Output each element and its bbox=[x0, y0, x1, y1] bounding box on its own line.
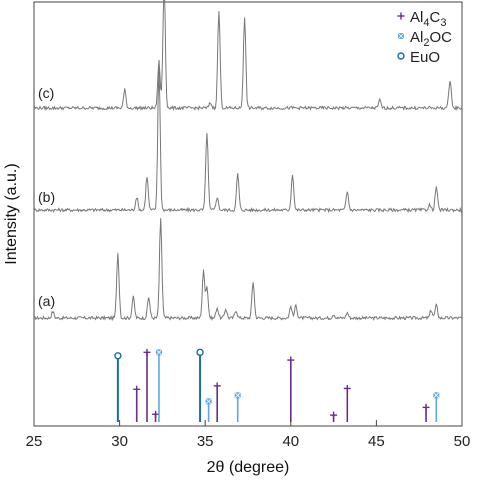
legend-label-al4c3: Al4C3 bbox=[410, 9, 446, 29]
reference-marker-euo bbox=[196, 348, 204, 357]
reference-marker-al2oc bbox=[204, 397, 213, 406]
reference-marker-al2oc bbox=[432, 391, 441, 400]
reference-marker-al4c3 bbox=[143, 348, 151, 356]
reference-marker-al4c3 bbox=[133, 385, 141, 393]
xrd-curve bbox=[33, 218, 463, 322]
reference-marker-al4c3 bbox=[343, 384, 351, 392]
xrd-curve bbox=[33, 68, 463, 214]
x-tick-label: 50 bbox=[454, 433, 471, 450]
curve-label: (a) bbox=[38, 293, 55, 309]
reference-marker-al4c3 bbox=[422, 403, 430, 411]
reference-marker-al4c3 bbox=[287, 356, 295, 364]
legend-label-euo: EuO bbox=[410, 49, 440, 66]
reference-marker-al4c3 bbox=[330, 411, 338, 419]
reference-marker-al2oc bbox=[233, 391, 242, 400]
plot-frame bbox=[33, 1, 463, 427]
curve-labels: (a) (b) (c) bbox=[38, 85, 55, 309]
reference-marker-al4c3 bbox=[213, 382, 221, 390]
reference-marker-euo bbox=[114, 352, 122, 360]
x-axis-title: 2θ (degree) bbox=[207, 459, 290, 476]
curve-label: (b) bbox=[38, 189, 55, 205]
x-tick-label: 35 bbox=[197, 433, 214, 450]
x-tick-label: 30 bbox=[111, 433, 128, 450]
reference-pattern bbox=[114, 348, 441, 422]
x-tick-label: 45 bbox=[368, 433, 385, 450]
legend-marker-al2oc bbox=[397, 32, 405, 40]
diffraction-curves bbox=[33, 0, 463, 322]
y-axis-title: Intensity (a.u.) bbox=[3, 163, 20, 264]
legend-label-al2oc: Al2OC bbox=[410, 29, 452, 49]
legend-marker-al4c3 bbox=[397, 12, 405, 20]
reference-marker-al2oc bbox=[155, 348, 163, 357]
reference-marker-al4c3 bbox=[152, 410, 160, 418]
legend-marker-euo bbox=[397, 52, 405, 60]
curve-label: (c) bbox=[38, 85, 54, 101]
x-tick-label: 40 bbox=[282, 433, 299, 450]
x-axis-ticks: 25 30 35 40 45 50 bbox=[26, 420, 471, 450]
x-tick-label: 25 bbox=[26, 433, 43, 450]
xrd-curve bbox=[33, 0, 463, 112]
